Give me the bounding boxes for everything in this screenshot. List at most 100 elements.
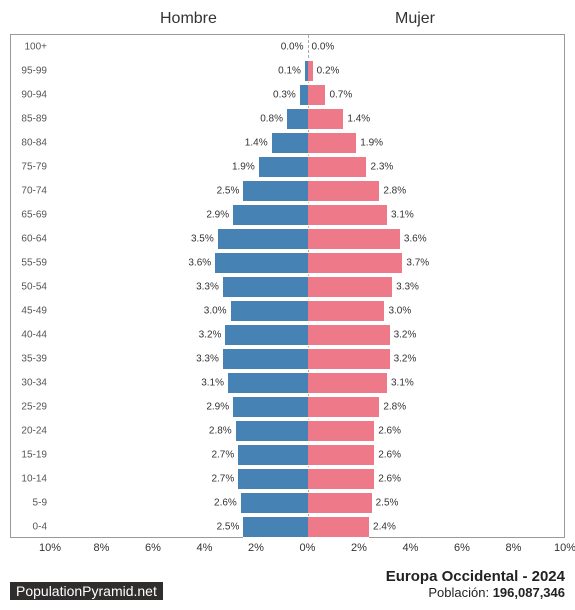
pyramid-row: 1.4% 1.9% <box>51 131 564 155</box>
female-value-label: 2.8% <box>381 186 406 197</box>
age-group-label: 10-14 <box>21 474 47 485</box>
male-value-label: 2.9% <box>206 210 231 221</box>
female-bar <box>308 420 375 442</box>
pyramid-row: 3.6%3.7% <box>51 251 564 275</box>
male-bar <box>300 84 308 106</box>
pyramid-row: 0.3%0.7% <box>51 83 564 107</box>
male-bar <box>238 444 307 466</box>
female-value-label: 2.3% <box>368 162 393 173</box>
pyramid-row: 2.5%2.4% <box>51 515 564 539</box>
female-bar <box>308 204 388 226</box>
population-label: Población: <box>428 585 492 600</box>
male-bar <box>215 252 307 274</box>
x-tick-label: 4% <box>403 542 419 554</box>
female-value-label: 2.8% <box>381 402 406 413</box>
male-value-label: 2.9% <box>206 402 231 413</box>
female-bar <box>308 444 375 466</box>
age-group-label: 0-4 <box>33 522 47 533</box>
pyramid-row: 3.0%3.0% <box>51 299 564 323</box>
male-value-label: 2.5% <box>217 186 242 197</box>
female-bar <box>308 492 372 514</box>
male-bar <box>233 396 307 418</box>
x-tick-label: 8% <box>94 542 110 554</box>
pyramid-row: 2.9% 2.8% <box>51 395 564 419</box>
female-bar <box>308 132 357 154</box>
female-value-label: 2.6% <box>376 474 401 485</box>
female-value-label: 3.1% <box>389 378 414 389</box>
female-value-label: 2.5% <box>374 498 399 509</box>
age-group-label: 5-9 <box>33 498 47 509</box>
male-value-label: 1.4% <box>245 138 270 149</box>
male-value-label: 3.1% <box>201 378 226 389</box>
footer-info: Europa Occidental - 2024 Población: 196,… <box>386 568 565 600</box>
male-bar <box>233 204 307 226</box>
male-value-label: 0.8% <box>260 114 285 125</box>
female-bar <box>308 180 380 202</box>
pyramid-row: 3.2%3.2% <box>51 323 564 347</box>
dash: - <box>518 568 531 585</box>
x-tick-label: 6% <box>454 542 470 554</box>
male-value-label: 0.1% <box>278 66 303 77</box>
male-bar <box>223 276 308 298</box>
female-value-label: 1.4% <box>345 114 370 125</box>
age-group-label: 40-44 <box>21 330 47 341</box>
x-tick-label: 6% <box>145 542 161 554</box>
age-group-label: 15-19 <box>21 450 47 461</box>
female-bar <box>308 396 380 418</box>
male-value-label: 0.0% <box>281 42 306 53</box>
male-bar <box>287 108 308 130</box>
male-bar <box>259 156 308 178</box>
x-tick-label: 0% <box>300 542 316 554</box>
x-tick-label: 10% <box>39 542 61 554</box>
male-value-label: 3.5% <box>191 234 216 245</box>
age-group-label: 85-89 <box>21 114 47 125</box>
female-bar <box>308 252 403 274</box>
age-group-label: 65-69 <box>21 210 47 221</box>
pyramid-row: 0.1% 0.2% <box>51 59 564 83</box>
male-header-label: Hombre <box>160 10 217 28</box>
male-value-label: 2.7% <box>211 474 236 485</box>
pyramid-row: 2.6% 2.5% <box>51 491 564 515</box>
age-group-label: 50-54 <box>21 282 47 293</box>
male-bar <box>225 324 307 346</box>
age-group-label: 70-74 <box>21 186 47 197</box>
age-group-label: 60-64 <box>21 234 47 245</box>
female-value-label: 1.9% <box>358 138 383 149</box>
age-group-label: 30-34 <box>21 378 47 389</box>
male-value-label: 3.3% <box>196 282 221 293</box>
age-group-label: 90-94 <box>21 90 47 101</box>
female-value-label: 3.0% <box>386 306 411 317</box>
x-tick-label: 2% <box>351 542 367 554</box>
gender-headers: Hombre Mujer <box>10 10 565 34</box>
female-bar <box>308 84 326 106</box>
female-value-label: 0.2% <box>315 66 340 77</box>
male-value-label: 2.6% <box>214 498 239 509</box>
x-tick-label: 2% <box>248 542 264 554</box>
x-tick-label: 10% <box>554 542 575 554</box>
female-value-label: 3.2% <box>392 330 417 341</box>
region-year-line: Europa Occidental - 2024 <box>386 568 565 585</box>
female-value-label: 3.3% <box>394 282 419 293</box>
x-tick-label: 4% <box>197 542 213 554</box>
female-value-label: 3.2% <box>392 354 417 365</box>
female-value-label: 3.6% <box>402 234 427 245</box>
pyramid-row: 3.1% 3.1% <box>51 371 564 395</box>
year: 2024 <box>532 568 565 585</box>
female-bar <box>308 60 313 82</box>
female-bar <box>308 300 385 322</box>
male-bar <box>243 516 307 538</box>
male-bar <box>241 492 308 514</box>
age-group-label: 55-59 <box>21 258 47 269</box>
female-bar <box>308 276 393 298</box>
male-value-label: 2.8% <box>209 426 234 437</box>
female-value-label: 2.4% <box>371 522 396 533</box>
male-value-label: 2.7% <box>211 450 236 461</box>
female-bar <box>308 324 390 346</box>
age-group-label: 75-79 <box>21 162 47 173</box>
male-value-label: 3.3% <box>196 354 221 365</box>
pyramid-row: 0.0%0.0% <box>51 35 564 59</box>
chart-plot-area: 100+95-9990-9485-8980-8475-7970-7465-696… <box>10 34 565 538</box>
male-bar <box>231 300 308 322</box>
pyramid-row: 2.9%3.1% <box>51 203 564 227</box>
male-bar <box>272 132 308 154</box>
